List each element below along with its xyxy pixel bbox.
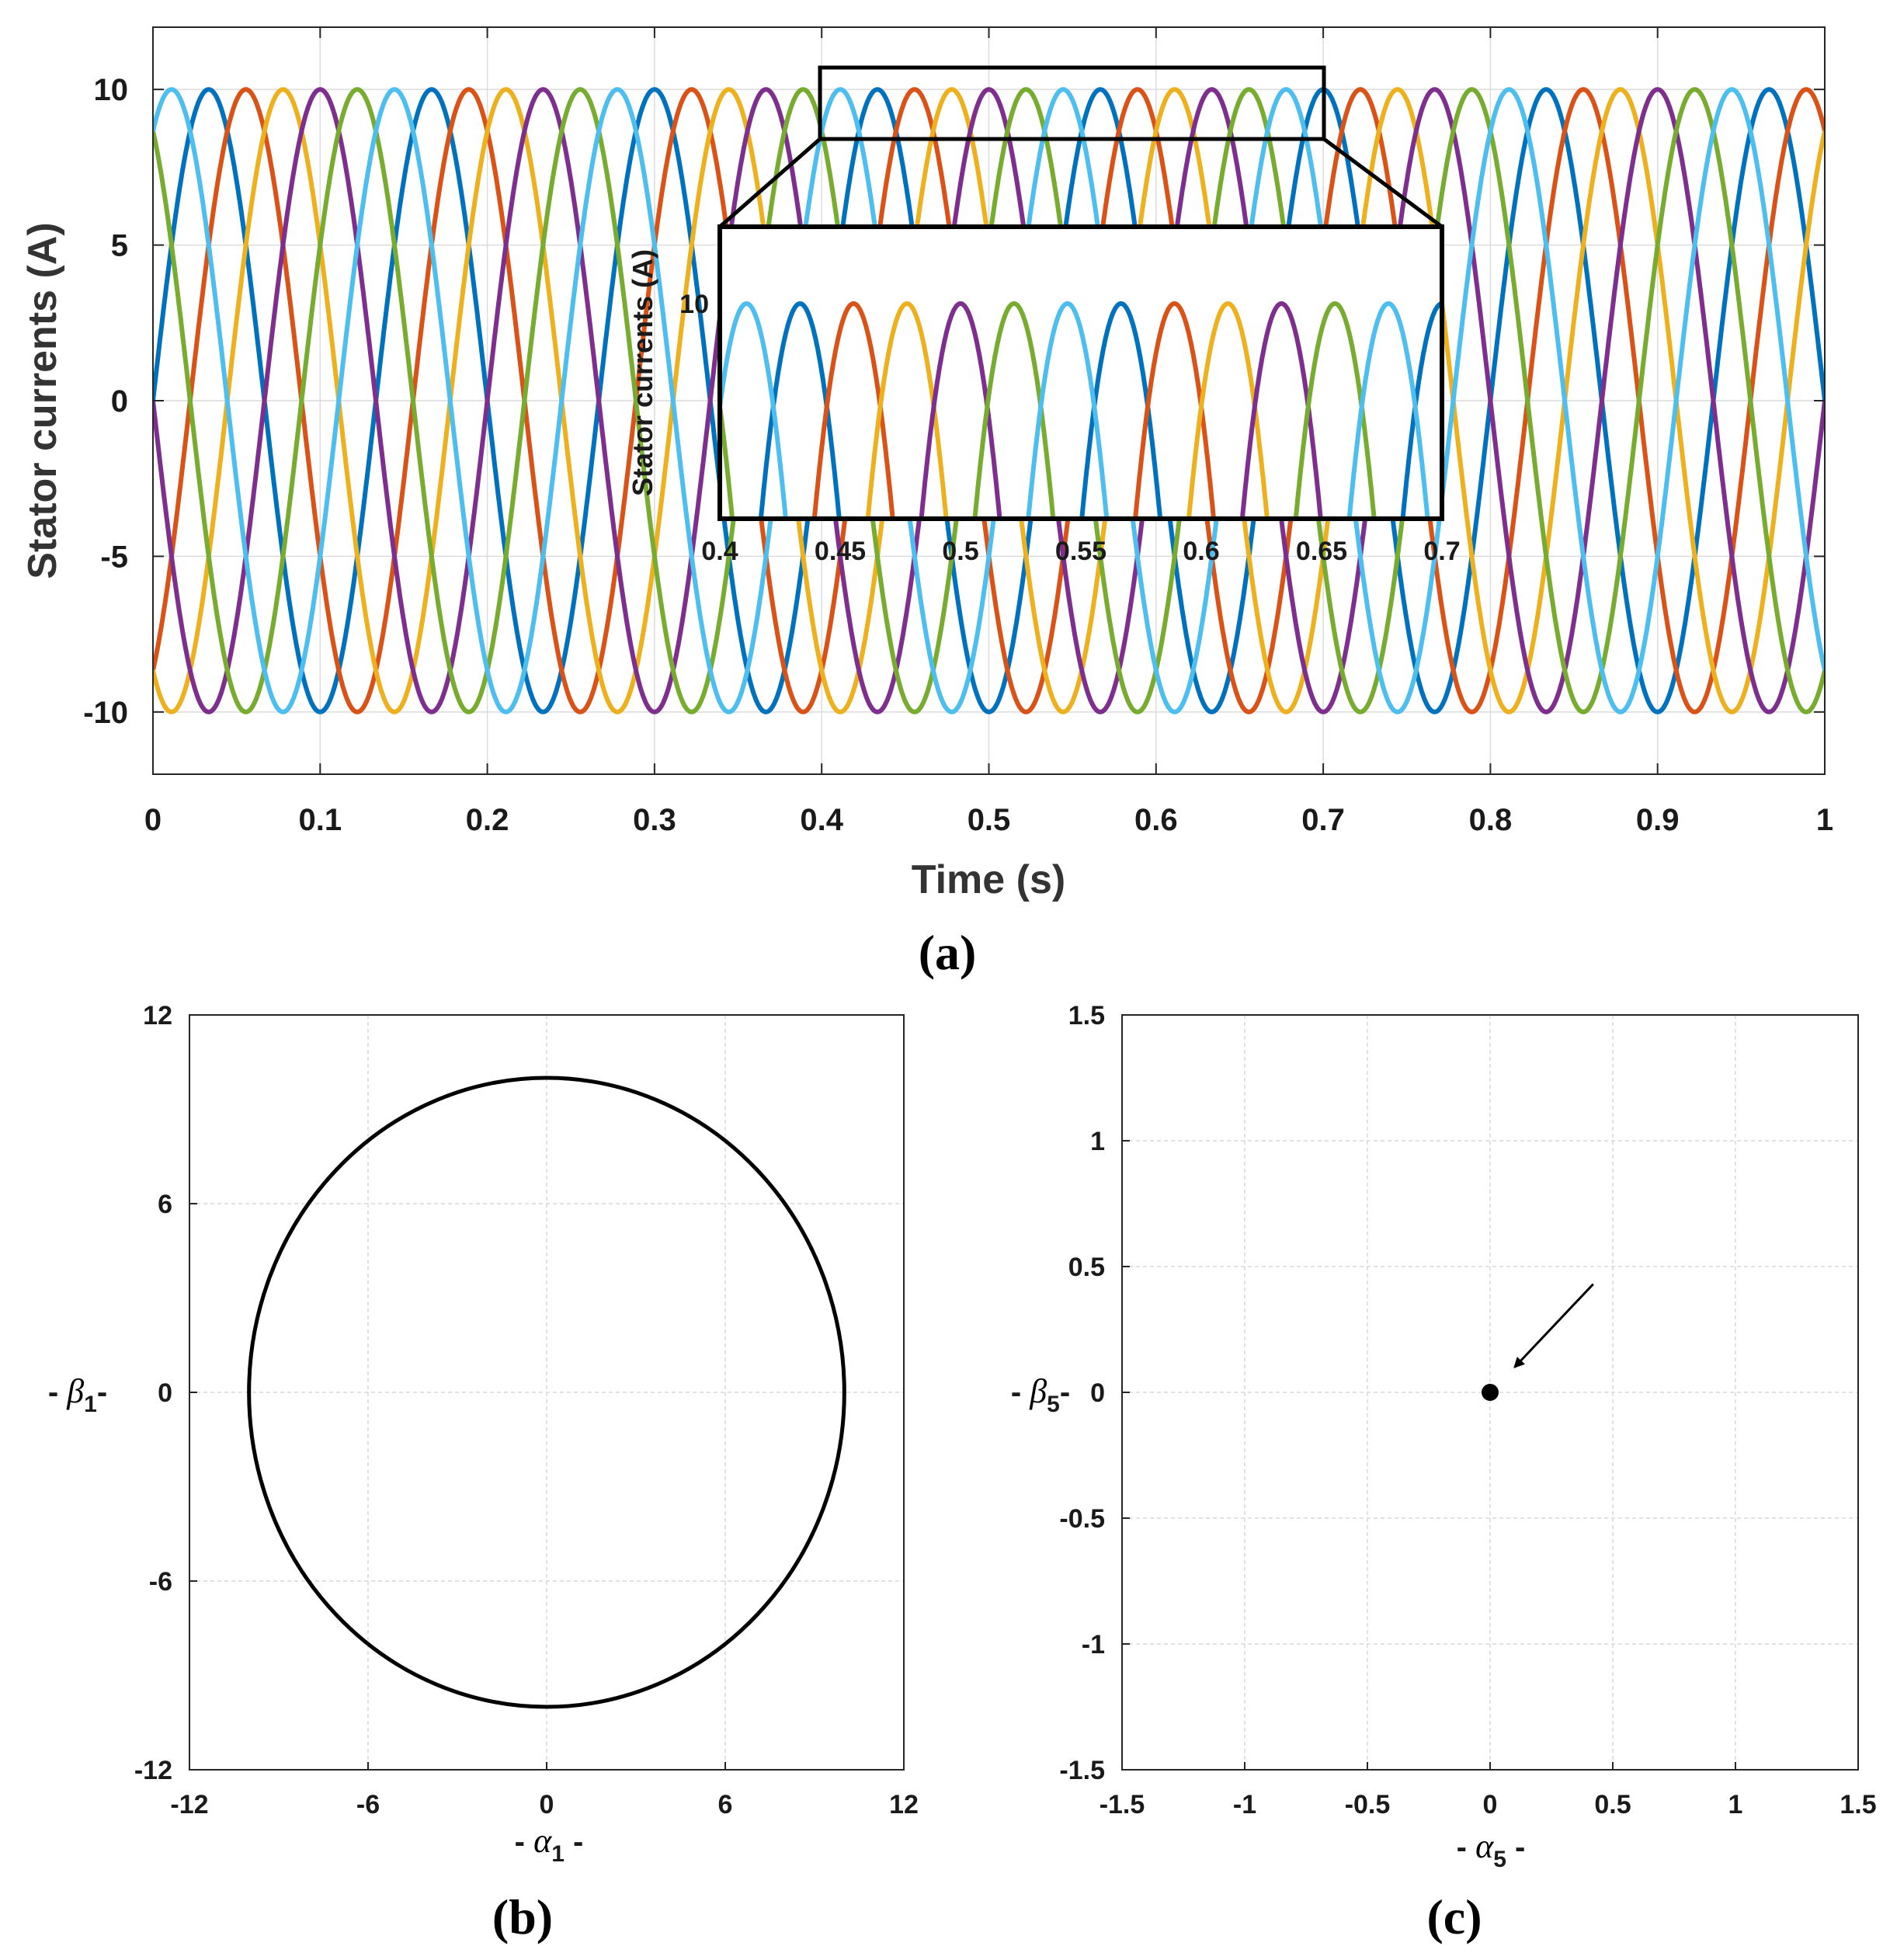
chart-c-yticks: 1.5 1 0.5 0 -0.5 -1 -1.5 [1059,1001,1130,1785]
chart-a-xtick-label: 0.8 [1469,803,1513,837]
chart-b-xlabel: - α1 - [515,1822,584,1867]
chart-c-ytick-label: 1 [1090,1127,1105,1156]
chart-a-series-line-4 [153,87,1825,714]
chart-c: -1.5 -1 -0.5 0 0.5 1 1.5 1.5 1 0.5 0 -0.5 -1 -1.5 - … [1011,1001,1877,1944]
zoom-connector-left [718,137,822,228]
inset-ytick-label: 10 [679,290,709,319]
chart-b-ytick-label: -6 [149,1567,172,1597]
chart-c-xticks: -1.5 -1 -0.5 0 0.5 1 1.5 [1100,1762,1877,1819]
chart-a-ytick-label: 5 [111,229,128,263]
chart-b: -12 -6 0 6 12 12 6 0 -6 -12 - α1 - - β1- (b) [48,1001,919,1944]
chart-c-xtick-label: 1.5 [1840,1790,1876,1819]
chart-b-ytick-label: 0 [158,1378,172,1408]
chart-b-ytick-label: -12 [134,1756,172,1785]
chart-b-ylabel: - β1- [48,1372,107,1417]
chart-a-ytick-label: 10 [94,73,129,107]
inset-xtick-label: 0.7 [1423,537,1460,566]
chart-c-points [1482,1384,1499,1401]
chart-b-grid [189,1014,905,1771]
chart-a-xtick-label: 0.2 [466,803,509,837]
inset-ylabel: Stator currents (A) [627,249,658,496]
inset-series [720,301,1442,519]
chart-a-xtick-label: 0.1 [298,803,342,837]
chart-b-xtick-label: -6 [356,1790,380,1819]
chart-a-xtick-label: 0.4 [800,803,843,837]
chart-a-xtick-label: 0.3 [633,803,676,837]
chart-b-trajectory [247,1076,846,1709]
zoom-connector-right [1322,137,1444,229]
chart-c-xlabel: - α5 - [1457,1827,1526,1872]
zoom-indicator [718,65,1444,229]
chart-b-xtick-label: 6 [718,1790,733,1819]
chart-c-ytick-label: 0 [1090,1378,1105,1408]
inset-xtick-label: 0.5 [942,537,978,566]
zoom-region-box [818,65,1326,141]
chart-c-ylabel: - β5- [1011,1372,1070,1417]
chart-a-xticks: 0 0.1 0.2 0.3 0.4 0.5 0.6 0.7 0.8 0.9 1 [144,27,1833,837]
chart-b-xtick-label: -12 [170,1790,208,1819]
chart-a-xtick-label: 0.5 [968,803,1011,837]
chart-a-ytick-label: -10 [83,696,128,730]
panel-label-a: (a) [919,925,977,980]
panel-label-c: (c) [1426,1889,1482,1944]
chart-b-circle-trajectory [247,1076,846,1709]
chart-b-yticks: 12 6 0 -6 -12 [134,1001,197,1785]
chart-a: 0 0.1 0.2 0.3 0.4 0.5 0.6 0.7 0.8 0.9 1 1050-5-10 … [20,26,1833,980]
chart-c-annotation-arrow [1513,1283,1594,1369]
inset-xtick-label: 0.65 [1296,537,1347,566]
inset-yticks: 10 [679,290,709,319]
chart-a-xlabel: Time (s) [912,857,1065,902]
inset-background [720,227,1442,519]
chart-c-xtick-label: 1 [1728,1790,1743,1819]
panel-label-b: (b) [492,1889,553,1944]
chart-a-series-line-1 [153,87,1825,714]
chart-b-ytick-label: 12 [143,1001,172,1030]
inset-xtick-label: 0.6 [1183,537,1219,566]
chart-a-xtick-label: 1 [1816,803,1833,837]
inset-xticks: 0.4 0.45 0.5 0.55 0.6 0.65 0.7 [701,537,1460,566]
chart-b-ytick-label: 6 [158,1190,172,1219]
chart-c-xtick-label: 0 [1483,1790,1498,1819]
chart-a-ytick-label: -5 [100,540,128,574]
chart-c-xtick-label: -0.5 [1345,1790,1391,1819]
chart-c-ytick-label: -0.5 [1059,1504,1105,1534]
chart-c-xtick-label: 0.5 [1594,1790,1631,1819]
inset-xtick-label: 0.55 [1055,537,1107,566]
chart-b-xtick-label: 12 [889,1790,919,1819]
chart-c-ytick-label: 0.5 [1068,1253,1105,1282]
inset-chart: 0.4 0.45 0.5 0.55 0.6 0.65 0.7 10 Stator curre… [627,224,1461,566]
chart-a-xtick-label: 0 [144,803,162,837]
chart-a-yticks: 10 5 0 -5 -10 [83,73,1825,730]
chart-c-ytick-label: -1 [1082,1630,1105,1659]
chart-c-origin-point [1482,1384,1499,1401]
chart-a-series-line-6 [153,87,1825,714]
chart-c-ytick-label: 1.5 [1068,1001,1105,1030]
chart-c-xtick-label: -1.5 [1100,1790,1145,1819]
chart-c-ytick-label: -1.5 [1059,1756,1105,1785]
chart-a-xtick-label: 0.7 [1301,803,1345,837]
inset-xtick-label: 0.45 [815,537,866,566]
inset-series-line-6 [720,301,1430,519]
chart-a-ylabel: Stator currents (A) [20,222,65,579]
chart-b-xtick-label: 0 [540,1790,554,1819]
chart-a-xtick-label: 0.6 [1134,803,1178,837]
inset-xtick-label: 0.4 [701,537,738,566]
inset-frame [717,224,1444,521]
chart-b-xticks: -12 -6 0 6 12 [170,1762,919,1819]
chart-a-ytick-label: 0 [111,384,128,419]
chart-a-xtick-label: 0.9 [1636,803,1680,837]
chart-c-xtick-label: -1 [1233,1790,1256,1819]
